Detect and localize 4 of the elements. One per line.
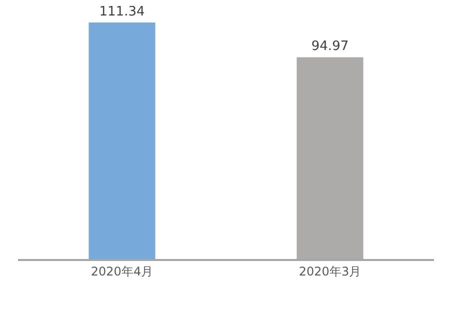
data-label: 111.34 (99, 4, 145, 20)
x-tick-label: 2020年3月 (298, 264, 362, 278)
data-label: 94.97 (311, 39, 349, 54)
x-tick-label: 2020年4月 (90, 264, 154, 278)
